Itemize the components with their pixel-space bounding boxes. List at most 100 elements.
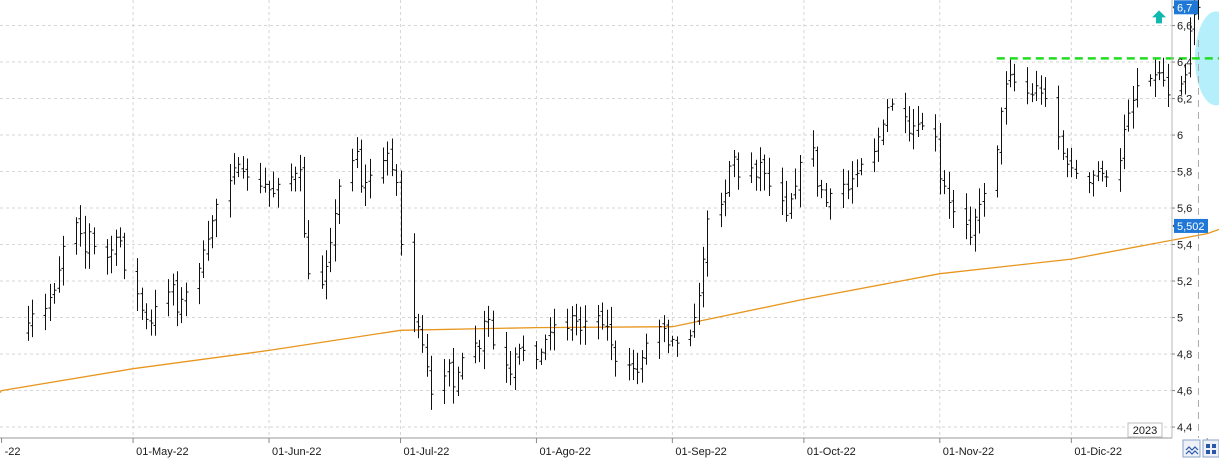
- price-bar: [350, 148, 355, 192]
- price-bar: [1183, 63, 1188, 95]
- price-bar: [719, 192, 724, 228]
- price-bar: [666, 319, 671, 354]
- price-bar: [732, 150, 737, 178]
- price-bar: [175, 271, 180, 327]
- price-bar: [232, 153, 237, 185]
- price-bar: [947, 171, 952, 219]
- price-bar: [916, 105, 921, 138]
- y-tick-label: 6,4: [1177, 57, 1192, 69]
- y-tick-label: 4,4: [1177, 422, 1192, 434]
- price-bar: [324, 250, 329, 300]
- price-bar: [293, 166, 298, 192]
- price-bar: [1157, 61, 1162, 81]
- price-bar: [903, 92, 908, 134]
- price-bar: [416, 313, 421, 339]
- price-bar: [236, 156, 241, 178]
- annotations-front: [996, 10, 1219, 60]
- price-bar: [995, 145, 1000, 198]
- price-bar: [855, 159, 860, 188]
- price-bar: [1004, 71, 1009, 125]
- y-tick-label: 6: [1177, 130, 1183, 142]
- x-tick-label: 01-Jul-22: [404, 446, 450, 458]
- price-bar: [179, 287, 184, 324]
- price-bar: [447, 359, 452, 387]
- price-bar: [627, 347, 632, 381]
- price-bar: [911, 109, 916, 150]
- price-bar: [109, 235, 114, 274]
- y-tick-label: 4,6: [1177, 386, 1192, 398]
- price-bar: [675, 336, 680, 357]
- x-axis: -22 01-May-22 01-Jun-22 01-Jul-22 01-Ago-22 0…: [1, 438, 1219, 458]
- price-bar: [600, 302, 605, 330]
- price-bar: [657, 319, 662, 360]
- price-bar: [57, 256, 62, 293]
- price-bar: [473, 325, 478, 364]
- price-bars: [26, 0, 1201, 410]
- price-bar: [140, 287, 145, 320]
- up-arrow-icon: [1152, 10, 1167, 24]
- year-marker: 2023: [1127, 422, 1163, 438]
- price-bar: [552, 308, 557, 351]
- price-bar: [1122, 114, 1127, 170]
- ma-value-tag: 5,502: [1172, 218, 1208, 233]
- chart-type-icon[interactable]: [1182, 439, 1201, 458]
- price-bar: [859, 158, 864, 176]
- price-bar: [736, 152, 741, 190]
- price-bar: [276, 177, 281, 208]
- moving-average-line: [0, 228, 1219, 394]
- y-tick-label: 5,6: [1177, 203, 1192, 215]
- price-bar: [758, 147, 763, 192]
- price-bar: [662, 315, 667, 343]
- price-bar: [114, 229, 119, 266]
- price-bar: [942, 170, 947, 195]
- price-bar: [644, 333, 649, 365]
- price-bar: [74, 217, 79, 255]
- price-bar: [1065, 148, 1070, 178]
- price-bar: [789, 193, 794, 219]
- price-bar: [570, 306, 575, 341]
- price-bar: [793, 168, 798, 200]
- price-bar: [697, 282, 702, 325]
- price-bar: [52, 282, 57, 304]
- price-bar: [241, 156, 246, 179]
- price-bar: [105, 239, 110, 275]
- price-bar: [521, 335, 526, 362]
- price-bar: [780, 167, 785, 216]
- price-bar: [122, 232, 127, 280]
- price-bar: [824, 183, 829, 208]
- price-bar: [762, 154, 767, 191]
- price-bar: [701, 246, 706, 308]
- price-bar: [1135, 68, 1140, 108]
- price-bar: [355, 137, 360, 169]
- price-bar: [412, 233, 417, 333]
- price-bar: [1104, 170, 1109, 188]
- price-bar: [1034, 70, 1039, 102]
- price-bar: [359, 139, 364, 193]
- price-bar: [197, 263, 202, 305]
- price-bar: [26, 305, 31, 341]
- y-tick-label: 6,2: [1177, 94, 1192, 106]
- price-bar: [977, 188, 982, 234]
- price-bar: [613, 340, 618, 377]
- price-bar: [171, 273, 176, 306]
- price-bar: [1012, 63, 1017, 92]
- price-bar: [574, 303, 579, 336]
- price-bar: [302, 156, 307, 238]
- price-bar: [328, 227, 333, 273]
- price-bar: [798, 154, 803, 208]
- price-bar: [1179, 75, 1184, 95]
- price-bar: [907, 106, 912, 142]
- x-tick-label: 01-Ago-22: [539, 446, 590, 458]
- price-bar: [964, 193, 969, 240]
- price-bar: [153, 289, 158, 336]
- price-bar: [1153, 58, 1158, 97]
- price-bar: [504, 331, 509, 383]
- price-bar: [1166, 63, 1171, 108]
- price-bar: [1131, 85, 1136, 129]
- grid-menu-icon[interactable]: [1202, 439, 1219, 458]
- price-bar: [206, 220, 211, 261]
- price-bar: [578, 306, 583, 345]
- price-bar: [1148, 74, 1153, 87]
- price-bar: [1161, 57, 1166, 87]
